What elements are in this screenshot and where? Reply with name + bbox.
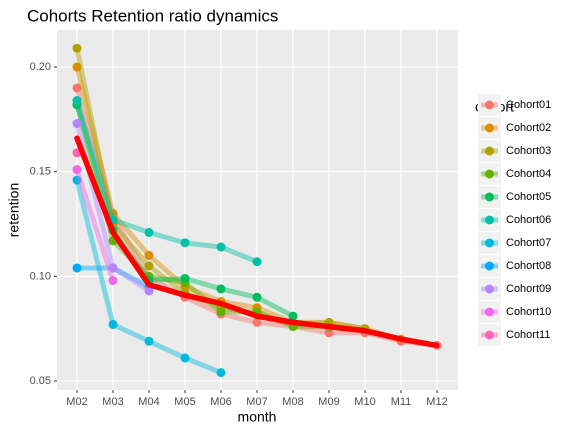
point: [108, 319, 118, 329]
legend-label: Cohort09: [506, 283, 551, 295]
point: [324, 328, 334, 338]
y-tick-label: 0.10: [30, 270, 51, 282]
y-tick-label: 0.15: [30, 166, 51, 178]
point: [180, 238, 190, 248]
point: [144, 336, 154, 346]
x-tick-label: M03: [102, 396, 123, 408]
legend-label: Cohort01: [506, 99, 551, 111]
series-line: [74, 64, 404, 342]
series-line: [74, 98, 260, 265]
legend-key-point: [485, 100, 494, 110]
point: [144, 227, 154, 237]
y-tick-label: 0.05: [30, 375, 51, 387]
mean-line: [74, 135, 440, 349]
legend-key-point: [485, 261, 494, 271]
x-tick-label: M10: [354, 396, 375, 408]
point: [216, 368, 226, 378]
legend-label: Cohort11: [506, 329, 550, 341]
x-tick-label: M09: [318, 396, 339, 408]
chart-title: Cohorts Retention ratio dynamics: [27, 6, 278, 25]
point: [72, 263, 82, 273]
point: [216, 307, 226, 317]
legend-label: Cohort03: [506, 145, 551, 157]
point: [72, 96, 82, 106]
x-tick-label: M05: [174, 396, 195, 408]
legend-label: Cohort10: [506, 306, 551, 318]
legend-key-point: [485, 330, 494, 340]
legend-label: Cohort06: [506, 214, 551, 226]
point: [252, 257, 262, 267]
legend-key-point: [485, 284, 494, 294]
legend-label: Cohort02: [506, 122, 551, 134]
point: [108, 276, 118, 286]
point: [72, 165, 82, 175]
point: [72, 83, 82, 93]
point: [288, 311, 298, 321]
legend-key-point: [485, 192, 494, 202]
point: [72, 43, 82, 53]
legend-key-point: [485, 123, 494, 133]
point: [216, 284, 226, 294]
x-tick-label: M04: [138, 396, 159, 408]
point: [180, 353, 190, 363]
series-line: [74, 167, 116, 284]
legend-key-point: [485, 169, 494, 179]
legend-label: Cohort07: [506, 237, 551, 249]
legend-key-point: [485, 307, 494, 317]
point: [216, 242, 226, 252]
point: [144, 261, 154, 271]
legend-label: Cohort08: [506, 260, 551, 272]
x-tick-label: M02: [66, 396, 87, 408]
y-axis-label: retention: [6, 183, 22, 237]
x-tick-label: M08: [282, 396, 303, 408]
point: [180, 273, 190, 283]
y-tick-label: 0.20: [30, 61, 51, 73]
x-tick-label: M06: [210, 396, 231, 408]
point: [108, 209, 118, 219]
x-tick-label: M11: [391, 396, 412, 408]
legend-label: Cohort05: [506, 191, 551, 203]
point: [252, 292, 262, 302]
x-tick-label: M12: [426, 396, 447, 408]
x-axis-label: month: [238, 409, 277, 425]
point: [144, 286, 154, 296]
point: [108, 263, 118, 273]
point: [72, 175, 82, 185]
legend-key-point: [485, 238, 494, 248]
point: [252, 317, 262, 327]
point: [72, 62, 82, 72]
legend-label: Cohort04: [506, 168, 551, 180]
legend-key-point: [485, 146, 494, 156]
point: [144, 250, 154, 260]
legend-key-point: [485, 215, 494, 225]
x-tick-label: M07: [246, 396, 267, 408]
point: [72, 119, 82, 129]
